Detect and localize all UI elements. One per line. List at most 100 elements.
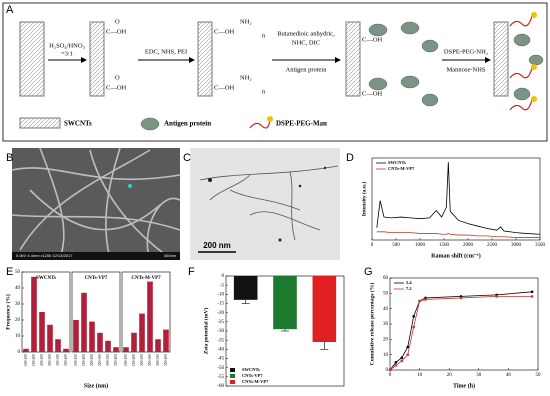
x-tick-label: 200-250 — [90, 354, 94, 366]
group: O — [115, 18, 120, 25]
sem-info: 5.0kV 4.4mm x120k 12/13/2017 — [16, 253, 73, 258]
antigens — [513, 33, 544, 101]
bar — [139, 313, 145, 352]
legend-label: 5.4 — [406, 280, 412, 285]
x-tick-label: 300-350 — [106, 354, 110, 366]
bar — [97, 332, 103, 352]
bar — [312, 276, 337, 342]
x-tick-label: 30 — [476, 373, 482, 378]
y-tick-label: -40 — [217, 347, 224, 352]
nanotube — [345, 21, 361, 97]
x-axis-label: Raman shift (cm⁻¹) — [431, 252, 481, 259]
tem-background — [190, 148, 340, 260]
x-tick-label: 350-400 — [114, 354, 118, 366]
bar — [63, 348, 69, 352]
point — [406, 345, 410, 349]
fibers — [11, 147, 181, 261]
info-bar — [12, 252, 180, 260]
x-tick-label: 150-200 — [132, 354, 136, 366]
x-tick-label: 2000 — [463, 243, 474, 248]
legend-text: SWCNTs — [64, 120, 92, 128]
y-tick-label: -35 — [217, 338, 224, 343]
reagent: Antigen protein — [286, 66, 328, 73]
group: O — [115, 74, 120, 81]
nanotube — [89, 21, 105, 97]
bar — [39, 312, 45, 352]
x-tick-label: 2500 — [487, 243, 498, 248]
nanotubes — [199, 165, 339, 241]
y-tick-label: 30 — [383, 322, 389, 327]
y-tick-label: -60 — [217, 384, 224, 389]
bar — [163, 329, 169, 352]
x-tick-label: 250-300 — [48, 354, 52, 366]
y-tick-label: 20 — [383, 337, 389, 342]
line — [389, 291, 533, 371]
y-tick-label: -55 — [217, 375, 224, 380]
legend-icon — [249, 119, 271, 129]
bar — [273, 276, 297, 330]
panel-title: CNTs-VP7 — [85, 276, 108, 281]
y-tick-label: 60 — [383, 276, 389, 281]
legend-swatch — [230, 368, 235, 372]
y-tick-label: -45 — [217, 357, 224, 362]
bar — [155, 339, 161, 352]
x-tick-label: 250-300 — [98, 354, 102, 366]
y-tick-label: 0 — [18, 350, 21, 355]
x-tick-label: 3000 — [511, 243, 522, 248]
legend-text: DSPE-PEG-Man — [276, 120, 327, 128]
legend-icon — [267, 116, 273, 122]
group: C—OH — [362, 36, 383, 43]
x-tick-label: 500 — [392, 243, 400, 248]
x-tick-label: 1500 — [439, 243, 450, 248]
reagent: EDC, NHS, PEI — [145, 48, 187, 55]
point — [530, 295, 534, 298]
group: NH₂ — [240, 18, 252, 25]
nanotube — [493, 21, 509, 97]
legend-label: 7.2 — [406, 286, 412, 291]
bar — [89, 321, 95, 352]
x-axis-label: Size (nm) — [84, 382, 108, 389]
point — [406, 353, 410, 356]
y-tick-label: -10 — [217, 292, 224, 297]
marker — [128, 184, 132, 188]
x-tick-label: 10 — [417, 373, 423, 378]
y-tick-label: 50 — [383, 291, 389, 296]
y-axis-label: Intensity (a.u.) — [360, 182, 367, 217]
x-tick-label: 100-150 — [24, 354, 28, 366]
line — [376, 231, 540, 238]
y-tick-label: -30 — [217, 329, 224, 334]
y-tick-label: 10 — [383, 353, 389, 358]
bar — [81, 292, 87, 352]
y-tick-label: -15 — [217, 302, 224, 307]
legend-label: SWCNTs — [388, 160, 406, 165]
legend-label: CNTs-VP7 — [242, 373, 263, 378]
point — [530, 290, 534, 294]
group: C—OH — [214, 84, 235, 91]
point — [394, 361, 398, 364]
y-tick-label: 20 — [15, 318, 21, 323]
x-tick-label: 200-250 — [40, 354, 44, 366]
x-tick-label: 3500 — [535, 243, 546, 248]
point — [424, 298, 427, 301]
panel-title: CNTs-M-VP7 — [131, 276, 161, 281]
x-tick-label: 0 — [371, 243, 374, 248]
x-tick-label: 250-300 — [148, 354, 152, 366]
point — [418, 299, 421, 303]
y-tick-label: -50 — [217, 366, 224, 371]
legend-swatch — [230, 374, 235, 378]
bar — [23, 348, 29, 352]
tem-image: 200 nm — [190, 148, 340, 260]
plot-frame — [371, 157, 541, 241]
x-axis-label: Time (h) — [453, 382, 475, 389]
dspe-peg-man — [509, 15, 533, 111]
nanotube — [19, 21, 45, 97]
reagent: NHC, DIC — [292, 39, 320, 46]
y-tick-label: -20 — [217, 311, 224, 316]
x-tick-label: 40 — [506, 373, 512, 378]
sem-background — [12, 148, 180, 260]
mannose — [531, 12, 537, 102]
panel-label: E — [6, 266, 13, 278]
point — [394, 364, 398, 367]
line — [389, 296, 533, 371]
